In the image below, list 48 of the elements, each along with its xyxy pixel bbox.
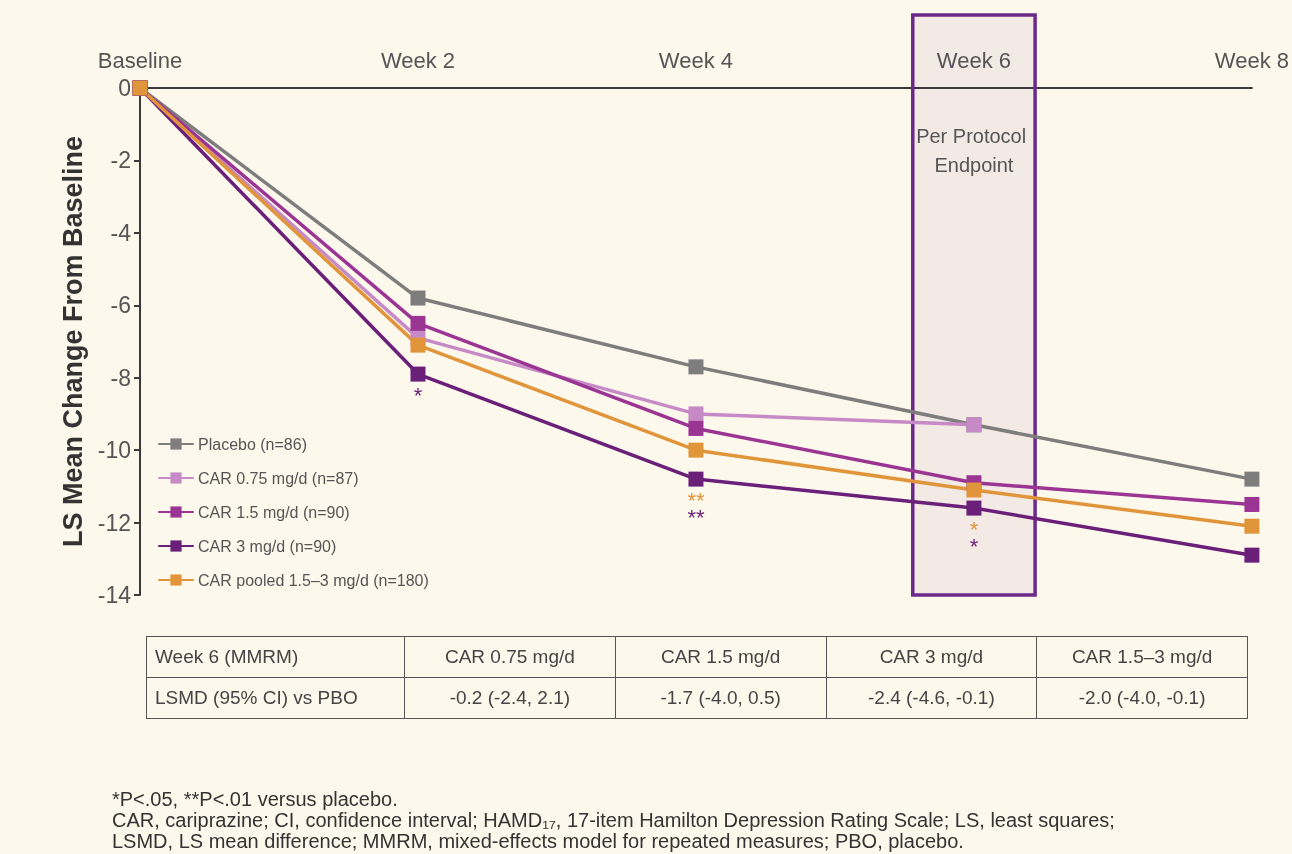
x-tick-label: Week 6 (936, 47, 1012, 73)
legend-label: CAR 3 mg/d (n=90) (198, 537, 337, 555)
data-label: * (413, 382, 423, 408)
legend-label: CAR 0.75 mg/d (n=87) (198, 469, 359, 487)
text: CAR, cariprazine; CI, confidence interval; HAMD₁₇, 17-item Hamilton Depression Rating Scale; LS, least squares; LSMD, LS mean difference; MMRM, mixed-effects model for repeated measures; PBO, placebo. (112, 809, 1116, 852)
x-tick-label: Week 8 (1214, 47, 1289, 73)
point (688, 359, 704, 375)
text: -1.7 (-4.0, 0.5) (615, 677, 826, 719)
point (410, 315, 426, 331)
text: -2.0 (-4.0, -0.1) (1036, 677, 1248, 719)
point (1244, 496, 1260, 512)
point (688, 471, 704, 487)
y-tick-label: -8 (110, 364, 131, 391)
text: CAR 1.5 mg/d (615, 636, 826, 678)
x-tick-label: Week 2 (380, 47, 456, 73)
point (1244, 471, 1260, 487)
point (410, 366, 426, 382)
text: LSMD (95% CI) vs PBO (146, 677, 405, 719)
text: *P<.05, **P<.01 versus placebo. (112, 788, 399, 810)
point (1244, 547, 1260, 563)
y-tick-label: -14 (97, 582, 132, 608)
point (688, 406, 704, 422)
legend-label: Placebo (n=86) (198, 435, 307, 453)
point (688, 420, 704, 436)
y-tick-label: -12 (97, 509, 131, 536)
band-label: Per Protocol Endpoint (916, 124, 1032, 176)
point (410, 337, 426, 353)
point (410, 290, 426, 306)
text: CAR 3 mg/d (826, 636, 1037, 678)
y-tick-label: 0 (118, 75, 131, 101)
y-tick-label: -4 (110, 219, 132, 246)
y-tick-label: -2 (110, 147, 131, 174)
text: Week 6 (MMRM) (146, 636, 405, 678)
point (1244, 518, 1260, 534)
y-tick-label: -6 (110, 292, 131, 319)
legend-label: CAR 1.5 mg/d (n=90) (198, 503, 350, 521)
text: CAR 0.75 mg/d (404, 636, 616, 678)
text: -2.4 (-4.6, -0.1) (826, 677, 1037, 719)
x-tick-label: Week 4 (658, 47, 734, 73)
text: CAR 1.5–3 mg/d (1036, 636, 1248, 678)
text: -0.2 (-2.4, 2.1) (404, 677, 616, 719)
legend-label: CAR pooled 1.5–3 mg/d (n=180) (198, 571, 429, 589)
y-axis-title: LS Mean Change From Baseline (58, 135, 89, 548)
x-tick-label: Baseline (97, 47, 183, 73)
point (966, 482, 982, 498)
point (688, 442, 704, 458)
y-tick-label: -10 (97, 437, 131, 464)
point (966, 500, 982, 516)
